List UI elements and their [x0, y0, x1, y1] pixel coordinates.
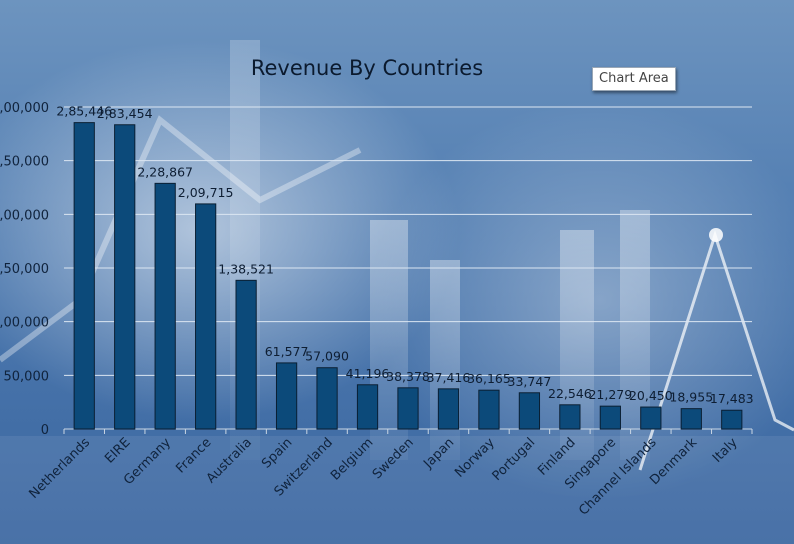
bar-norway[interactable] — [478, 389, 500, 430]
bar-netherlands[interactable] — [73, 122, 95, 430]
y-tick-label: 3,00,000 — [0, 101, 49, 116]
y-tick-label: 2,00,000 — [0, 208, 49, 223]
bar-channel-islands[interactable] — [640, 406, 662, 430]
data-label: 17,483 — [710, 391, 754, 406]
data-label: 2,28,867 — [137, 164, 193, 179]
bar-australia[interactable] — [235, 279, 257, 430]
x-tick-label: EIRE — [102, 435, 133, 466]
bar-italy[interactable] — [721, 409, 743, 430]
bar-spain[interactable] — [275, 362, 298, 430]
data-label: 21,279 — [588, 387, 632, 402]
x-tick-label: Italy — [710, 435, 741, 466]
bar-sweden[interactable] — [397, 387, 419, 430]
x-tick-label: Belgium — [328, 435, 376, 483]
data-label: 18,955 — [669, 390, 713, 405]
bar-germany[interactable] — [154, 182, 176, 430]
bar-france[interactable] — [195, 203, 217, 430]
bar-switzerland[interactable] — [316, 367, 338, 430]
data-label: 22,546 — [548, 386, 592, 401]
y-axis: 0 50,000 1,00,000 1,50,000 2,00,000 2,50,000 3… — [0, 101, 49, 438]
chart-area-tooltip: Chart Area — [592, 67, 676, 91]
data-label: 36,165 — [467, 371, 511, 386]
data-label: 38,378 — [386, 369, 430, 384]
x-tick-label: Sweden — [370, 435, 417, 482]
data-label: 2,85,446 — [56, 104, 112, 119]
bar-japan[interactable] — [437, 388, 460, 430]
data-label: 2,83,454 — [97, 106, 153, 121]
data-label: 33,747 — [508, 374, 552, 389]
bar-finland[interactable] — [559, 404, 581, 430]
bar-portugal[interactable] — [518, 392, 541, 430]
data-label: 20,450 — [629, 388, 673, 403]
bar-belgium[interactable] — [356, 384, 379, 430]
x-tick-label: Spain — [259, 435, 295, 471]
x-tick-label: Netherlands — [26, 435, 93, 502]
data-label: 57,090 — [305, 349, 349, 364]
chart-title: Revenue By Countries — [251, 56, 483, 80]
y-tick-label: 2,50,000 — [0, 155, 49, 170]
gridlines — [64, 106, 752, 430]
x-tick-label: Japan — [420, 435, 457, 472]
y-tick-label: 0 — [41, 423, 49, 438]
y-tick-label: 1,50,000 — [0, 262, 49, 277]
bars[interactable] — [73, 122, 743, 430]
data-label: 37,416 — [427, 370, 471, 385]
x-tick-label: Portugal — [490, 435, 539, 484]
data-label: 41,196 — [346, 366, 390, 381]
bar-eire[interactable] — [114, 124, 136, 430]
data-label: 1,38,521 — [218, 261, 274, 276]
y-tick-label: 1,00,000 — [0, 316, 49, 331]
bar-singapore[interactable] — [599, 405, 621, 430]
data-label: 2,09,715 — [178, 185, 234, 200]
y-tick-label: 50,000 — [4, 369, 50, 384]
data-label: 61,577 — [265, 344, 309, 359]
bar-denmark[interactable] — [680, 408, 702, 430]
